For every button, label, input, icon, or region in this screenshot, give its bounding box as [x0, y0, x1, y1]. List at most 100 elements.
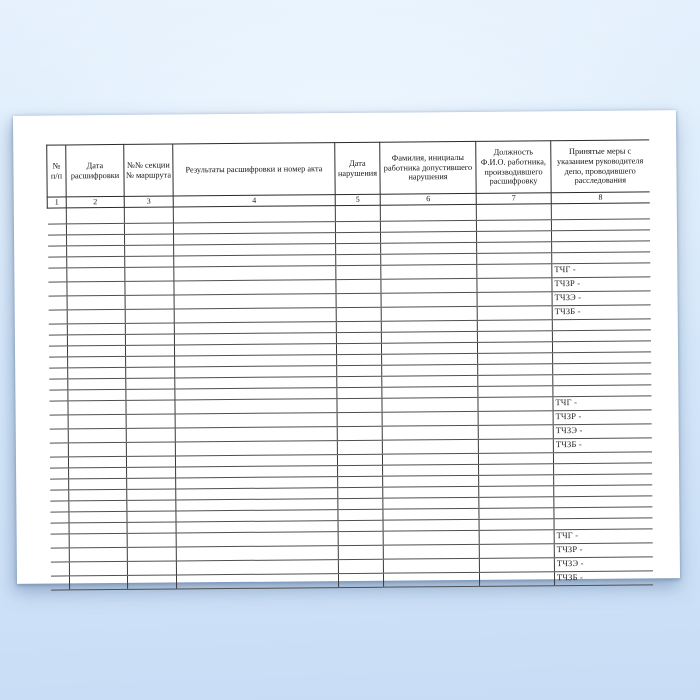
cell	[66, 281, 126, 296]
cell	[335, 243, 381, 255]
cell	[125, 377, 175, 390]
cell	[48, 389, 68, 402]
decoding-results-table: № п/п Дата расшифровки №№ секции № маршрут…	[46, 139, 653, 591]
measures-cell: ТЧЗР -	[553, 409, 652, 425]
cell	[68, 428, 127, 443]
cell	[47, 207, 67, 225]
table-body: ТЧГ - ТЧЗР - ТЧЗЭ - ТЧЗБ - ТЧГ - ТЧЗР - ТЧЗЭ -…	[47, 202, 653, 591]
cell	[127, 521, 177, 534]
cell	[126, 427, 176, 443]
cell	[551, 251, 650, 264]
cell	[49, 478, 69, 491]
cell	[337, 509, 384, 521]
cell	[336, 343, 382, 355]
cell	[477, 330, 553, 343]
cell	[479, 543, 555, 559]
cell	[49, 442, 69, 458]
cell	[125, 345, 175, 357]
cell	[382, 475, 479, 488]
cell	[382, 486, 479, 499]
cell	[478, 507, 555, 520]
cell	[477, 385, 553, 398]
cell	[552, 351, 651, 364]
cell	[552, 329, 651, 342]
cell	[478, 496, 554, 509]
cell	[383, 544, 480, 560]
cell	[336, 398, 383, 413]
cell	[127, 560, 177, 576]
cell	[126, 488, 176, 501]
column-number-7: 7	[476, 192, 552, 205]
cell	[337, 440, 383, 455]
document-page: № п/п Дата расшифровки №№ секции № маршрут…	[12, 110, 681, 591]
cell	[381, 375, 478, 388]
cell	[338, 559, 384, 574]
cell	[50, 533, 70, 549]
cell	[67, 309, 126, 324]
cell	[477, 341, 553, 354]
cell	[477, 319, 553, 332]
cell	[175, 412, 338, 428]
cell	[67, 334, 126, 346]
cell	[382, 411, 479, 427]
cell	[336, 321, 382, 333]
cell	[338, 531, 384, 546]
measures-cell: ТЧЗБ -	[554, 570, 653, 586]
cell	[47, 267, 67, 283]
cell	[478, 485, 554, 498]
column-header-3: №№ секции № маршрута	[123, 144, 174, 197]
cell	[175, 426, 338, 442]
cell	[552, 362, 651, 375]
cell	[336, 376, 382, 388]
cell	[478, 452, 554, 465]
cell	[380, 253, 477, 266]
cell	[337, 487, 383, 499]
cell	[48, 400, 69, 416]
cell	[48, 367, 68, 380]
cell	[67, 345, 126, 357]
cell	[478, 438, 554, 454]
cell	[124, 245, 174, 257]
cell	[553, 473, 652, 486]
cell	[479, 571, 555, 587]
cell	[381, 397, 479, 413]
cell	[69, 561, 128, 576]
cell	[126, 413, 176, 429]
cell	[335, 205, 381, 222]
cell	[173, 265, 336, 282]
cell	[124, 256, 174, 268]
cell	[380, 231, 477, 244]
measures-cell: ТЧЗР -	[554, 542, 653, 558]
column-header-8: Принятые меры с указанием руководителя д…	[550, 139, 650, 193]
cell	[49, 500, 69, 513]
cell	[337, 498, 383, 510]
cell	[383, 519, 480, 532]
column-number-6: 6	[380, 193, 477, 206]
cell	[338, 573, 384, 588]
cell	[50, 575, 70, 591]
cell	[124, 207, 174, 224]
cell	[68, 500, 127, 512]
cell	[382, 508, 480, 521]
cell	[476, 219, 552, 232]
cell	[552, 384, 651, 397]
cell	[338, 520, 384, 532]
cell	[382, 439, 479, 455]
cell	[66, 256, 125, 268]
cell	[381, 353, 478, 366]
column-header-2: Дата расшифровки	[65, 144, 125, 197]
column-header-4: Результаты расшифровки и номер акта	[172, 142, 336, 197]
cell	[551, 202, 650, 220]
cell	[381, 342, 478, 355]
cell	[381, 306, 478, 322]
measures-cell: ТЧЗЭ -	[552, 290, 651, 306]
column-number-5: 5	[335, 194, 381, 206]
cell	[479, 529, 555, 545]
cell	[49, 414, 69, 430]
cell	[382, 497, 479, 510]
cell	[68, 414, 127, 429]
cell	[68, 489, 127, 501]
cell	[175, 440, 338, 456]
cell	[383, 558, 480, 574]
